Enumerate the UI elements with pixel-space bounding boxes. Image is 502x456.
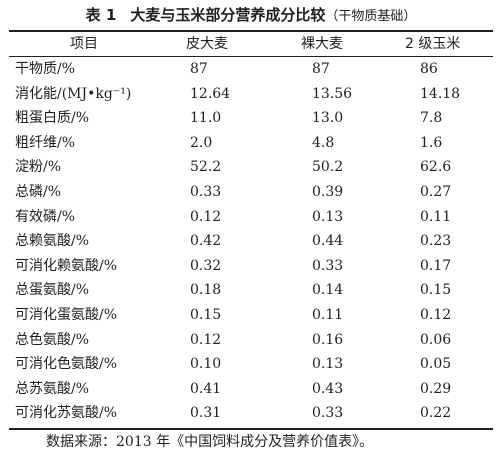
cell-value: 13.56 (312, 85, 353, 102)
row-label: 可消化色氨酸/% (15, 356, 118, 373)
table-row: 总赖氨酸/% 0.42 0.44 0.23 (0, 230, 502, 253)
cell-value: 0.33 (190, 184, 222, 200)
bottom-rule (9, 428, 493, 430)
cell-value: 12.64 (190, 85, 231, 102)
row-label: 可消化苏氨酸/% (15, 405, 118, 422)
cell-value: 0.06 (420, 331, 452, 348)
cell-value: 2.0 (190, 134, 213, 151)
row-label: 消化能/(MJ•kg⁻¹) (15, 85, 132, 102)
header-row: 项目 皮大麦 裸大麦 2 级玉米 (0, 33, 502, 56)
cell-value: 87 (312, 61, 330, 77)
cell-value: 0.11 (312, 307, 344, 323)
table-caption: 表 1 大麦与玉米部分营养成分比较（干物质基础） (0, 4, 502, 25)
cell-value: 0.10 (190, 356, 222, 373)
row-label: 总苏氨酸/% (15, 380, 90, 397)
column-header-grade2-corn: 2 级玉米 (405, 36, 461, 52)
column-header-item: 项目 (70, 36, 98, 52)
cell-value: 13.0 (312, 110, 344, 127)
cell-value: 0.15 (420, 282, 452, 299)
top-rule (9, 30, 493, 32)
cell-value: 50.2 (312, 159, 344, 176)
table-row: 粗蛋白质/% 11.0 13.0 7.8 (0, 107, 502, 130)
table-row: 消化能/(MJ•kg⁻¹) 12.64 13.56 14.18 (0, 83, 502, 106)
cell-value: 11.0 (190, 110, 222, 127)
table-row: 有效磷/% 0.12 0.13 0.11 (0, 206, 502, 229)
row-label: 粗蛋白质/% (15, 110, 90, 127)
cell-value: 0.13 (312, 356, 344, 373)
row-label: 可消化蛋氨酸/% (15, 307, 118, 323)
row-label: 总磷/% (15, 184, 62, 200)
cell-value: 0.33 (312, 257, 344, 274)
row-label: 淀粉/% (15, 159, 62, 176)
cell-value: 52.2 (190, 159, 222, 176)
cell-value: 0.43 (312, 380, 344, 397)
table-row: 可消化苏氨酸/% 0.31 0.33 0.22 (0, 402, 502, 425)
cell-value: 0.31 (190, 405, 222, 422)
cell-value: 0.14 (312, 282, 344, 299)
table-row: 可消化色氨酸/% 0.10 0.13 0.05 (0, 353, 502, 376)
row-label: 总蛋氨酸/% (15, 282, 90, 299)
table-subtitle: （干物质基础） (325, 9, 417, 24)
row-label: 总色氨酸/% (15, 331, 90, 348)
cell-value: 1.6 (420, 134, 443, 151)
cell-value: 0.42 (190, 233, 222, 250)
cell-value: 0.27 (420, 184, 452, 200)
cell-value: 7.8 (420, 110, 443, 127)
row-label: 粗纤维/% (15, 134, 76, 151)
cell-value: 0.44 (312, 233, 344, 250)
cell-value: 0.23 (420, 233, 452, 250)
row-label: 干物质/% (15, 61, 76, 77)
column-header-naked-barley: 裸大麦 (301, 36, 343, 52)
column-header-hulled-barley: 皮大麦 (186, 36, 228, 52)
cell-value: 0.17 (420, 257, 452, 274)
table-row: 总苏氨酸/% 0.41 0.43 0.29 (0, 378, 502, 401)
row-label: 总赖氨酸/% (15, 233, 90, 250)
table-row: 可消化赖氨酸/% 0.32 0.33 0.17 (0, 255, 502, 278)
cell-value: 0.22 (420, 405, 452, 422)
cell-value: 0.05 (420, 356, 452, 373)
cell-value: 4.8 (312, 134, 335, 151)
cell-value: 0.12 (190, 208, 222, 225)
cell-value: 0.11 (420, 208, 452, 225)
cell-value: 0.29 (420, 380, 452, 397)
table-row: 总蛋氨酸/% 0.18 0.14 0.15 (0, 279, 502, 302)
cell-value: 0.16 (312, 331, 344, 348)
cell-value: 86 (420, 61, 438, 77)
cell-value: 0.33 (312, 405, 344, 422)
table-row: 可消化蛋氨酸/% 0.15 0.11 0.12 (0, 304, 502, 327)
cell-value: 0.13 (312, 208, 344, 225)
cell-value: 0.12 (190, 331, 222, 348)
cell-value: 0.39 (312, 184, 344, 200)
table-row: 总磷/% 0.33 0.39 0.27 (0, 181, 502, 204)
cell-value: 0.41 (190, 380, 222, 397)
table-row: 总色氨酸/% 0.12 0.16 0.06 (0, 329, 502, 352)
row-label: 可消化赖氨酸/% (15, 257, 118, 274)
header-rule (9, 56, 493, 57)
table-title: 大麦与玉米部分营养成分比较 (130, 6, 326, 24)
cell-value: 62.6 (420, 159, 452, 176)
cell-value: 0.18 (190, 282, 222, 299)
cell-value: 0.32 (190, 257, 222, 274)
table-row: 粗纤维/% 2.0 4.8 1.6 (0, 132, 502, 155)
cell-value: 14.18 (420, 85, 461, 102)
table-row: 干物质/% 87 87 86 (0, 58, 502, 81)
table-row: 淀粉/% 52.2 50.2 62.6 (0, 156, 502, 179)
source-note: 数据来源：2013 年《中国饲料成分及营养价值表》。 (46, 434, 374, 450)
row-label: 有效磷/% (15, 208, 76, 225)
cell-value: 0.15 (190, 307, 222, 323)
cell-value: 0.12 (420, 307, 452, 323)
cell-value: 87 (190, 61, 208, 77)
table-number: 表 1 (85, 6, 117, 24)
